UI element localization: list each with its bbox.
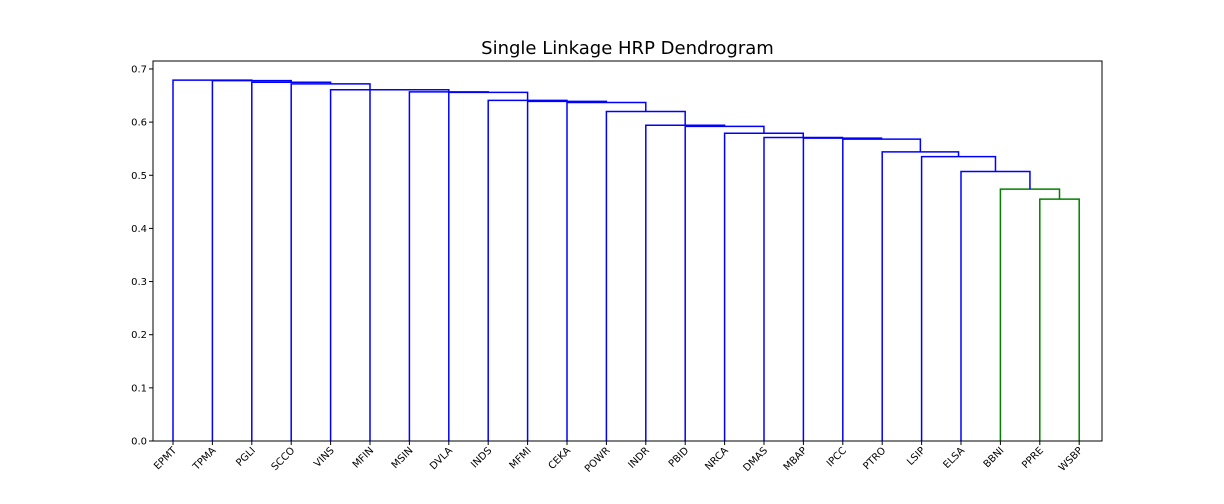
- y-tick-label: 0.2: [131, 330, 147, 341]
- leaf-label: EPMT: [152, 445, 180, 473]
- dendrogram-link: [960, 170, 1031, 441]
- leaf-label: NRCA: [703, 445, 731, 473]
- dendrogram-link: [369, 88, 450, 441]
- leaf-label: INDR: [626, 445, 652, 471]
- leaf-label: TPMA: [191, 445, 219, 473]
- dendrogram-link: [329, 88, 410, 441]
- y-tick-label: 0.7: [131, 64, 147, 75]
- leaf-label: DVLA: [428, 445, 455, 472]
- leaf-label: MSIN: [390, 445, 416, 471]
- y-tick-label: 0.0: [131, 437, 147, 448]
- plot-frame: [152, 60, 1103, 442]
- dendrogram-link: [920, 155, 997, 441]
- dendrogram-link: [526, 100, 608, 441]
- leaf-label: PGLI: [234, 445, 258, 469]
- leaf-label: SCCO: [270, 445, 298, 473]
- y-tick-label: 0.4: [131, 224, 147, 235]
- dendrogram-link: [487, 99, 568, 441]
- leaf-label: PPRE: [1020, 445, 1046, 471]
- dendrogram-link: [605, 110, 686, 441]
- y-tick-label: 0.5: [131, 171, 147, 182]
- leaf-label: MFMI: [508, 445, 534, 471]
- leaf-label: INDS: [469, 445, 494, 470]
- dendrogram-links: [172, 79, 1080, 441]
- dendrogram-link: [566, 101, 647, 441]
- dendrogram-link: [842, 138, 922, 441]
- y-tick-label: 0.3: [131, 277, 147, 288]
- x-axis: EPMT TPMA PGLI SCCO VINS MFIN MSIN DVLA INDS MFMI…: [152, 441, 1085, 475]
- dendrogram-link: [881, 151, 960, 441]
- dendrogram-link: [408, 91, 489, 441]
- leaf-label: MBAP: [782, 445, 810, 473]
- y-tick-label: 0.1: [131, 383, 147, 394]
- leaf-label: CEKA: [547, 445, 574, 472]
- chart-title: Single Linkage HRP Dendrogram: [481, 38, 774, 59]
- dendrogram-link: [723, 132, 804, 441]
- leaf-label: PTRO: [861, 445, 888, 472]
- y-tick-label: 0.6: [131, 118, 147, 129]
- leaf-label: ELSA: [941, 445, 967, 471]
- y-axis: 0.0 0.1 0.2 0.3 0.4 0.5 0.6 0.7: [131, 64, 153, 448]
- leaf-label: BBNI: [982, 445, 1007, 470]
- leaf-label: VINS: [312, 445, 336, 469]
- dendrogram-link: [999, 188, 1061, 441]
- leaf-label: POWR: [583, 445, 613, 475]
- leaf-label: PBID: [667, 445, 692, 470]
- leaf-label: MFIN: [351, 445, 376, 470]
- dendrogram-link: [172, 79, 253, 441]
- dendrogram-link: [645, 124, 726, 441]
- leaf-label: DMAS: [741, 445, 770, 474]
- dendrogram-link: [684, 125, 765, 441]
- dendrogram-link: [1039, 198, 1080, 441]
- leaf-label: LSIP: [905, 445, 928, 468]
- leaf-label: IPCC: [825, 445, 849, 469]
- leaf-label: WSBP: [1057, 445, 1085, 473]
